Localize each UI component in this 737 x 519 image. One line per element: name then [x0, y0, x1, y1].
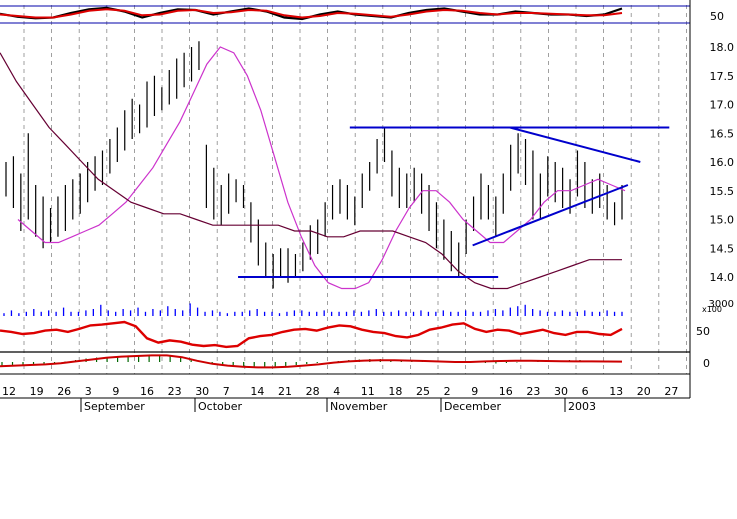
x-tick-label: 4	[333, 385, 340, 398]
volume-axis-label: 3000	[709, 299, 734, 310]
x-tick-label: 12	[2, 385, 16, 398]
price-tick-label: 14.5	[710, 242, 735, 255]
x-tick-label: 14	[250, 385, 264, 398]
month-label: 2003	[568, 400, 596, 413]
stoch-d-line	[0, 8, 623, 19]
x-tick-label: 28	[306, 385, 320, 398]
price-tick-label: 15.0	[710, 214, 735, 227]
rsi-line	[0, 320, 623, 349]
macd-line	[0, 354, 623, 369]
x-tick-label: 9	[471, 385, 478, 398]
stoch-tick-label: 50	[710, 10, 724, 23]
month-label: October	[198, 400, 242, 413]
rsi-panel	[0, 320, 623, 349]
trendline	[509, 126, 641, 163]
x-tick-label: 23	[526, 385, 540, 398]
x-tick-label: 21	[278, 385, 292, 398]
price-tick-label: 18.0	[710, 41, 735, 54]
x-tick-label: 3	[85, 385, 92, 398]
trendline	[472, 184, 629, 247]
rsi-tick-label: 50	[696, 325, 710, 338]
x-tick-label: 26	[57, 385, 71, 398]
panel-frames	[0, 0, 691, 399]
axis-labels: 5014.014.515.015.516.016.517.017.518.030…	[2, 10, 734, 413]
x-tick-label: 23	[168, 385, 182, 398]
month-label: December	[444, 400, 502, 413]
price-tick-label: 16.0	[710, 156, 735, 169]
price-tick-label: 17.0	[710, 99, 735, 112]
vertical-gridlines	[23, 5, 687, 374]
macd-tick-label: 0	[703, 357, 710, 370]
x-tick-label: 16	[140, 385, 154, 398]
month-label: September	[84, 400, 145, 413]
x-tick-label: 20	[637, 385, 651, 398]
x-tick-label: 11	[361, 385, 375, 398]
price-tick-label: 14.0	[710, 271, 735, 284]
x-tick-label: 30	[195, 385, 209, 398]
price-tick-label: 15.5	[710, 185, 735, 198]
x-tick-label: 7	[223, 385, 230, 398]
x-tick-label: 18	[388, 385, 402, 398]
x-tick-label: 25	[416, 385, 430, 398]
x-tick-label: 16	[499, 385, 513, 398]
price-tick-label: 16.5	[710, 127, 735, 140]
x-tick-label: 13	[609, 385, 623, 398]
price-panel	[0, 41, 670, 290]
x-tick-label: 19	[30, 385, 44, 398]
short-moving-average	[17, 46, 626, 290]
volume-multiplier-label: x100	[702, 305, 722, 314]
volume-panel	[3, 303, 623, 316]
x-tick-label: 30	[554, 385, 568, 398]
stochastic-panel	[0, 6, 623, 21]
x-tick-label: 9	[112, 385, 119, 398]
macd-panel	[0, 354, 623, 369]
price-tick-label: 17.5	[710, 70, 735, 83]
x-tick-label: 27	[664, 385, 678, 398]
x-tick-label: 2	[444, 385, 451, 398]
month-label: November	[330, 400, 388, 413]
x-tick-label: 6	[582, 385, 589, 398]
long-moving-average	[0, 52, 622, 290]
